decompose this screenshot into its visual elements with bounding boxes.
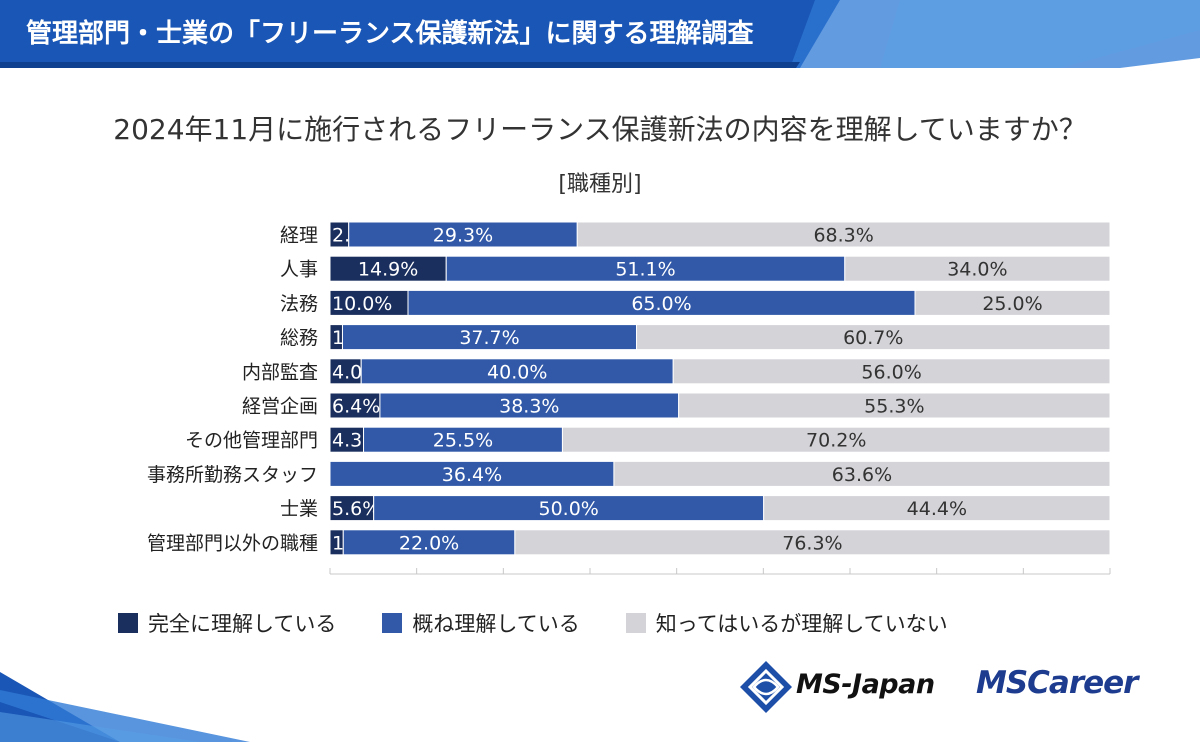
- value-label-partial: 22.0%: [399, 532, 459, 554]
- bar-segment-none: [763, 495, 1111, 522]
- bar-segment-partial: [407, 289, 916, 316]
- category-label: 総務: [280, 327, 318, 349]
- bar-segment-partial: [348, 221, 578, 248]
- bar-segment-none: [636, 324, 1111, 351]
- category-label: 士業: [280, 498, 318, 520]
- bar-segment-none: [844, 255, 1111, 282]
- bar-segment-partial: [360, 358, 674, 385]
- legend-item-none: 知ってはいるが理解していない: [625, 608, 948, 638]
- bar-segment-full: [329, 426, 365, 453]
- value-label-none: 60.7%: [843, 327, 903, 349]
- bar-segment-none: [561, 426, 1111, 453]
- header-banner: [0, 0, 1200, 68]
- bar-segment-full: [329, 289, 409, 316]
- bar-segment-none: [914, 289, 1111, 316]
- ms-career-logo-text: MSCareer: [976, 665, 1138, 701]
- stacked-bar-chart: 経理2.4%29.3%68.3%人事14.9%51.1%34.0%法務10.0%…: [147, 221, 1111, 575]
- category-label: その他管理部門: [185, 430, 318, 452]
- category-label: 内部監査: [242, 361, 318, 383]
- bar-segment-none: [514, 529, 1111, 556]
- bar-segment-partial: [445, 255, 846, 282]
- category-label: 事務所勤務スタッフ: [147, 464, 318, 486]
- bar-segment-partial: [329, 460, 615, 487]
- value-label-partial: 29.3%: [433, 225, 493, 247]
- bar-segment-full: [329, 392, 381, 419]
- bar-segment-none: [576, 221, 1111, 248]
- legend-swatch-partial: [382, 613, 403, 633]
- value-label-partial: 36.4%: [442, 464, 502, 486]
- value-label-full: 14.9%: [358, 259, 418, 281]
- value-label-none: 70.2%: [806, 430, 866, 452]
- category-label: 経営企画: [242, 396, 318, 418]
- value-label-none: 44.4%: [907, 498, 967, 520]
- chart-title: 2024年11月に施行されるフリーランス保護新法の内容を理解していますか？: [113, 113, 1087, 146]
- category-label: 経理: [280, 225, 318, 247]
- value-label-none: 76.3%: [782, 532, 842, 554]
- value-label-partial: 25.5%: [433, 430, 493, 452]
- value-label-partial: 40.0%: [487, 361, 547, 383]
- legend-swatch-full: [118, 613, 138, 633]
- ms-japan-logo-icon: [740, 661, 792, 713]
- value-label-none: 68.3%: [813, 225, 873, 247]
- bar-segment-partial: [373, 495, 765, 522]
- bar-segment-partial: [363, 426, 563, 453]
- bar-segment-partial: [379, 392, 680, 419]
- legend-label-none: 知ってはいるが理解していない: [655, 612, 948, 636]
- legend-swatch-none: [625, 613, 646, 633]
- bar-segment-full: [329, 358, 362, 385]
- category-label: 人事: [280, 259, 318, 281]
- value-label-none: 56.0%: [861, 361, 921, 383]
- category-label: 管理部門以外の職種: [147, 532, 318, 554]
- category-label: 法務: [280, 293, 318, 315]
- value-label-full: 5.6%: [332, 498, 380, 520]
- value-label-none: 63.6%: [832, 464, 892, 486]
- header-title: 管理部門・士業の「フリーランス保護新法」に関する理解調査: [26, 19, 754, 49]
- logo-area: MS-Japan MSCareer: [738, 655, 1168, 715]
- bar-segment-none: [678, 392, 1111, 419]
- bar-segment-full: [329, 495, 375, 522]
- chart-subtitle: [職種別]: [558, 172, 642, 197]
- bar-segment-none: [613, 460, 1111, 487]
- bar-segment-none: [672, 358, 1111, 385]
- value-label-partial: 38.3%: [499, 396, 559, 418]
- value-label-full: 10.0%: [332, 293, 392, 315]
- value-label-none: 34.0%: [947, 259, 1007, 281]
- value-label-partial: 51.1%: [615, 259, 675, 281]
- value-label-none: 25.0%: [982, 293, 1042, 315]
- ms-japan-logo-text: MS-Japan: [796, 669, 935, 700]
- value-label-none: 55.3%: [864, 396, 924, 418]
- value-label-partial: 50.0%: [539, 498, 599, 520]
- value-label-partial: 37.7%: [459, 327, 519, 349]
- value-label-full: 6.4%: [332, 396, 380, 418]
- legend-label-partial: 概ね理解している: [412, 612, 580, 636]
- legend: 完全に理解している 概ね理解している 知ってはいるが理解していない: [118, 608, 994, 638]
- legend-item-partial: 概ね理解している: [382, 608, 580, 638]
- value-label-partial: 65.0%: [631, 293, 691, 315]
- corner-decoration: [0, 672, 250, 742]
- legend-label-full: 完全に理解している: [148, 612, 337, 636]
- legend-item-full: 完全に理解している: [118, 608, 336, 638]
